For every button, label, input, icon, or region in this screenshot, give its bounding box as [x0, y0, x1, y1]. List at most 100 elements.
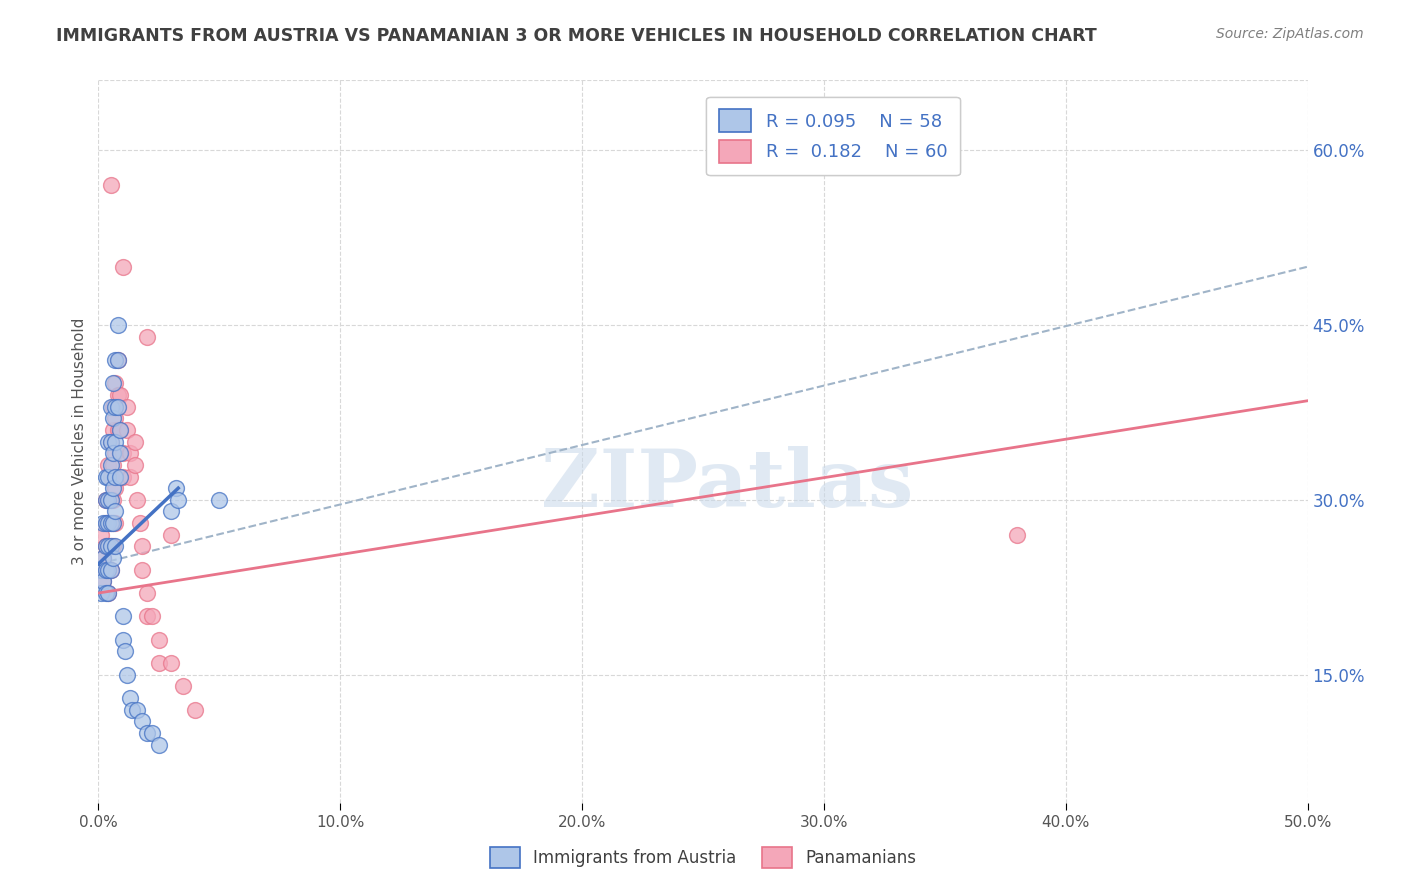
- Point: [131, 540, 153, 554]
- Point: [167, 492, 190, 507]
- Point: [184, 702, 207, 716]
- Point: [131, 563, 153, 577]
- Point: [104, 376, 127, 391]
- Point: [91, 574, 114, 589]
- Point: [148, 656, 170, 670]
- Point: [97, 469, 120, 483]
- Point: [101, 540, 124, 554]
- Point: [101, 551, 124, 566]
- Point: [160, 656, 183, 670]
- Point: [135, 329, 157, 343]
- Point: [108, 469, 131, 483]
- Point: [94, 563, 117, 577]
- Point: [148, 738, 170, 752]
- Point: [97, 516, 120, 530]
- Point: [104, 481, 127, 495]
- Point: [97, 458, 120, 472]
- Point: [90, 563, 112, 577]
- Point: [90, 528, 112, 542]
- Point: [100, 400, 122, 414]
- Point: [97, 563, 120, 577]
- Point: [91, 574, 114, 589]
- Point: [97, 492, 120, 507]
- Point: [101, 446, 124, 460]
- Point: [118, 446, 141, 460]
- Point: [100, 540, 122, 554]
- Point: [100, 469, 122, 483]
- Point: [104, 434, 127, 449]
- Point: [94, 492, 117, 507]
- Point: [127, 492, 149, 507]
- Point: [100, 178, 122, 193]
- Point: [101, 516, 124, 530]
- Point: [91, 516, 114, 530]
- Point: [111, 446, 134, 460]
- Point: [118, 690, 141, 705]
- Point: [100, 434, 122, 449]
- Point: [104, 469, 127, 483]
- Point: [94, 516, 117, 530]
- Point: [101, 376, 124, 391]
- Text: Source: ZipAtlas.com: Source: ZipAtlas.com: [1216, 27, 1364, 41]
- Text: IMMIGRANTS FROM AUSTRIA VS PANAMANIAN 3 OR MORE VEHICLES IN HOUSEHOLD CORRELATIO: IMMIGRANTS FROM AUSTRIA VS PANAMANIAN 3 …: [56, 27, 1097, 45]
- Point: [97, 563, 120, 577]
- Point: [117, 400, 139, 414]
- Point: [108, 446, 131, 460]
- Point: [108, 423, 131, 437]
- Point: [104, 400, 127, 414]
- Point: [97, 586, 120, 600]
- Point: [104, 353, 127, 368]
- Point: [131, 714, 153, 729]
- Point: [124, 458, 146, 472]
- Point: [1007, 528, 1029, 542]
- Point: [141, 726, 163, 740]
- Point: [208, 492, 231, 507]
- Point: [108, 388, 131, 402]
- Point: [101, 400, 124, 414]
- Point: [101, 423, 124, 437]
- Point: [107, 388, 129, 402]
- Point: [108, 423, 131, 437]
- Legend: R = 0.095    N = 58, R =  0.182    N = 60: R = 0.095 N = 58, R = 0.182 N = 60: [706, 96, 960, 176]
- Point: [100, 434, 122, 449]
- Point: [101, 411, 124, 425]
- Y-axis label: 3 or more Vehicles in Household: 3 or more Vehicles in Household: [72, 318, 87, 566]
- Point: [165, 481, 187, 495]
- Point: [97, 586, 120, 600]
- Point: [124, 434, 146, 449]
- Point: [104, 446, 127, 460]
- Point: [107, 400, 129, 414]
- Point: [104, 540, 127, 554]
- Point: [101, 481, 124, 495]
- Point: [94, 540, 117, 554]
- Point: [101, 516, 124, 530]
- Point: [100, 516, 122, 530]
- Point: [148, 632, 170, 647]
- Point: [117, 667, 139, 681]
- Point: [100, 458, 122, 472]
- Point: [94, 563, 117, 577]
- Point: [160, 528, 183, 542]
- Text: ZIPatlas: ZIPatlas: [541, 446, 914, 524]
- Point: [100, 540, 122, 554]
- Point: [100, 516, 122, 530]
- Point: [94, 469, 117, 483]
- Point: [135, 586, 157, 600]
- Point: [94, 540, 117, 554]
- Point: [114, 644, 136, 658]
- Point: [100, 563, 122, 577]
- Point: [97, 492, 120, 507]
- Point: [97, 434, 120, 449]
- Point: [111, 260, 134, 274]
- Point: [111, 632, 134, 647]
- Point: [172, 679, 194, 693]
- Point: [111, 469, 134, 483]
- Point: [101, 492, 124, 507]
- Point: [111, 609, 134, 624]
- Point: [135, 609, 157, 624]
- Point: [100, 492, 122, 507]
- Point: [107, 353, 129, 368]
- Point: [118, 469, 141, 483]
- Point: [107, 423, 129, 437]
- Point: [141, 609, 163, 624]
